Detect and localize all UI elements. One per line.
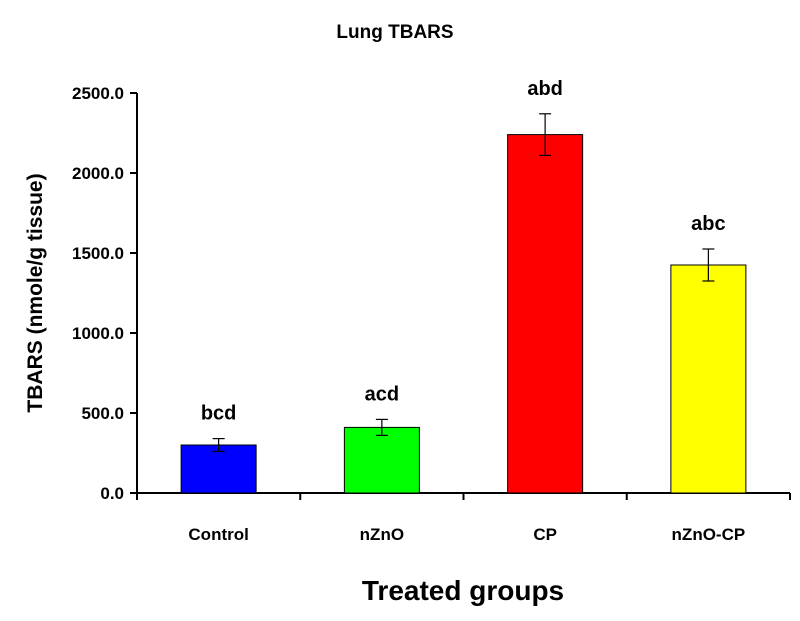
category-label: Control [188,525,248,544]
y-axis-label: TBARS (nmole/g tissue) [24,173,47,412]
chart-title: Lung TBARS [336,22,453,43]
category-label: nZnO-CP [672,525,746,544]
bar [670,264,747,494]
y-tick-label: 2500.0 [72,84,124,103]
x-axis [136,492,791,500]
significance-label: bcd [201,403,237,425]
bar [507,134,584,494]
category-labels: Control nZnO CP nZnO-CP [188,525,745,544]
category-label: nZnO [360,525,404,544]
x-axis-label: Treated groups [362,575,564,606]
significance-label: abc [691,213,725,235]
y-axis: 0.0 500.0 1000.0 1500.0 2000.0 2500.0 [72,84,138,503]
bar [180,444,257,494]
y-tick-label: 0.0 [100,484,124,503]
significance-label: abd [527,78,563,100]
y-tick-label: 1000.0 [72,324,124,343]
y-tick-label: 2000.0 [72,164,124,183]
y-tick-label: 1500.0 [72,244,124,263]
bars [180,134,747,494]
y-tick-label: 500.0 [81,404,124,423]
error-bars [212,113,715,452]
bar [343,426,420,494]
significance-labels: bcd acd abd abc [201,78,726,425]
category-label: CP [533,525,557,544]
significance-label: acd [365,383,399,405]
